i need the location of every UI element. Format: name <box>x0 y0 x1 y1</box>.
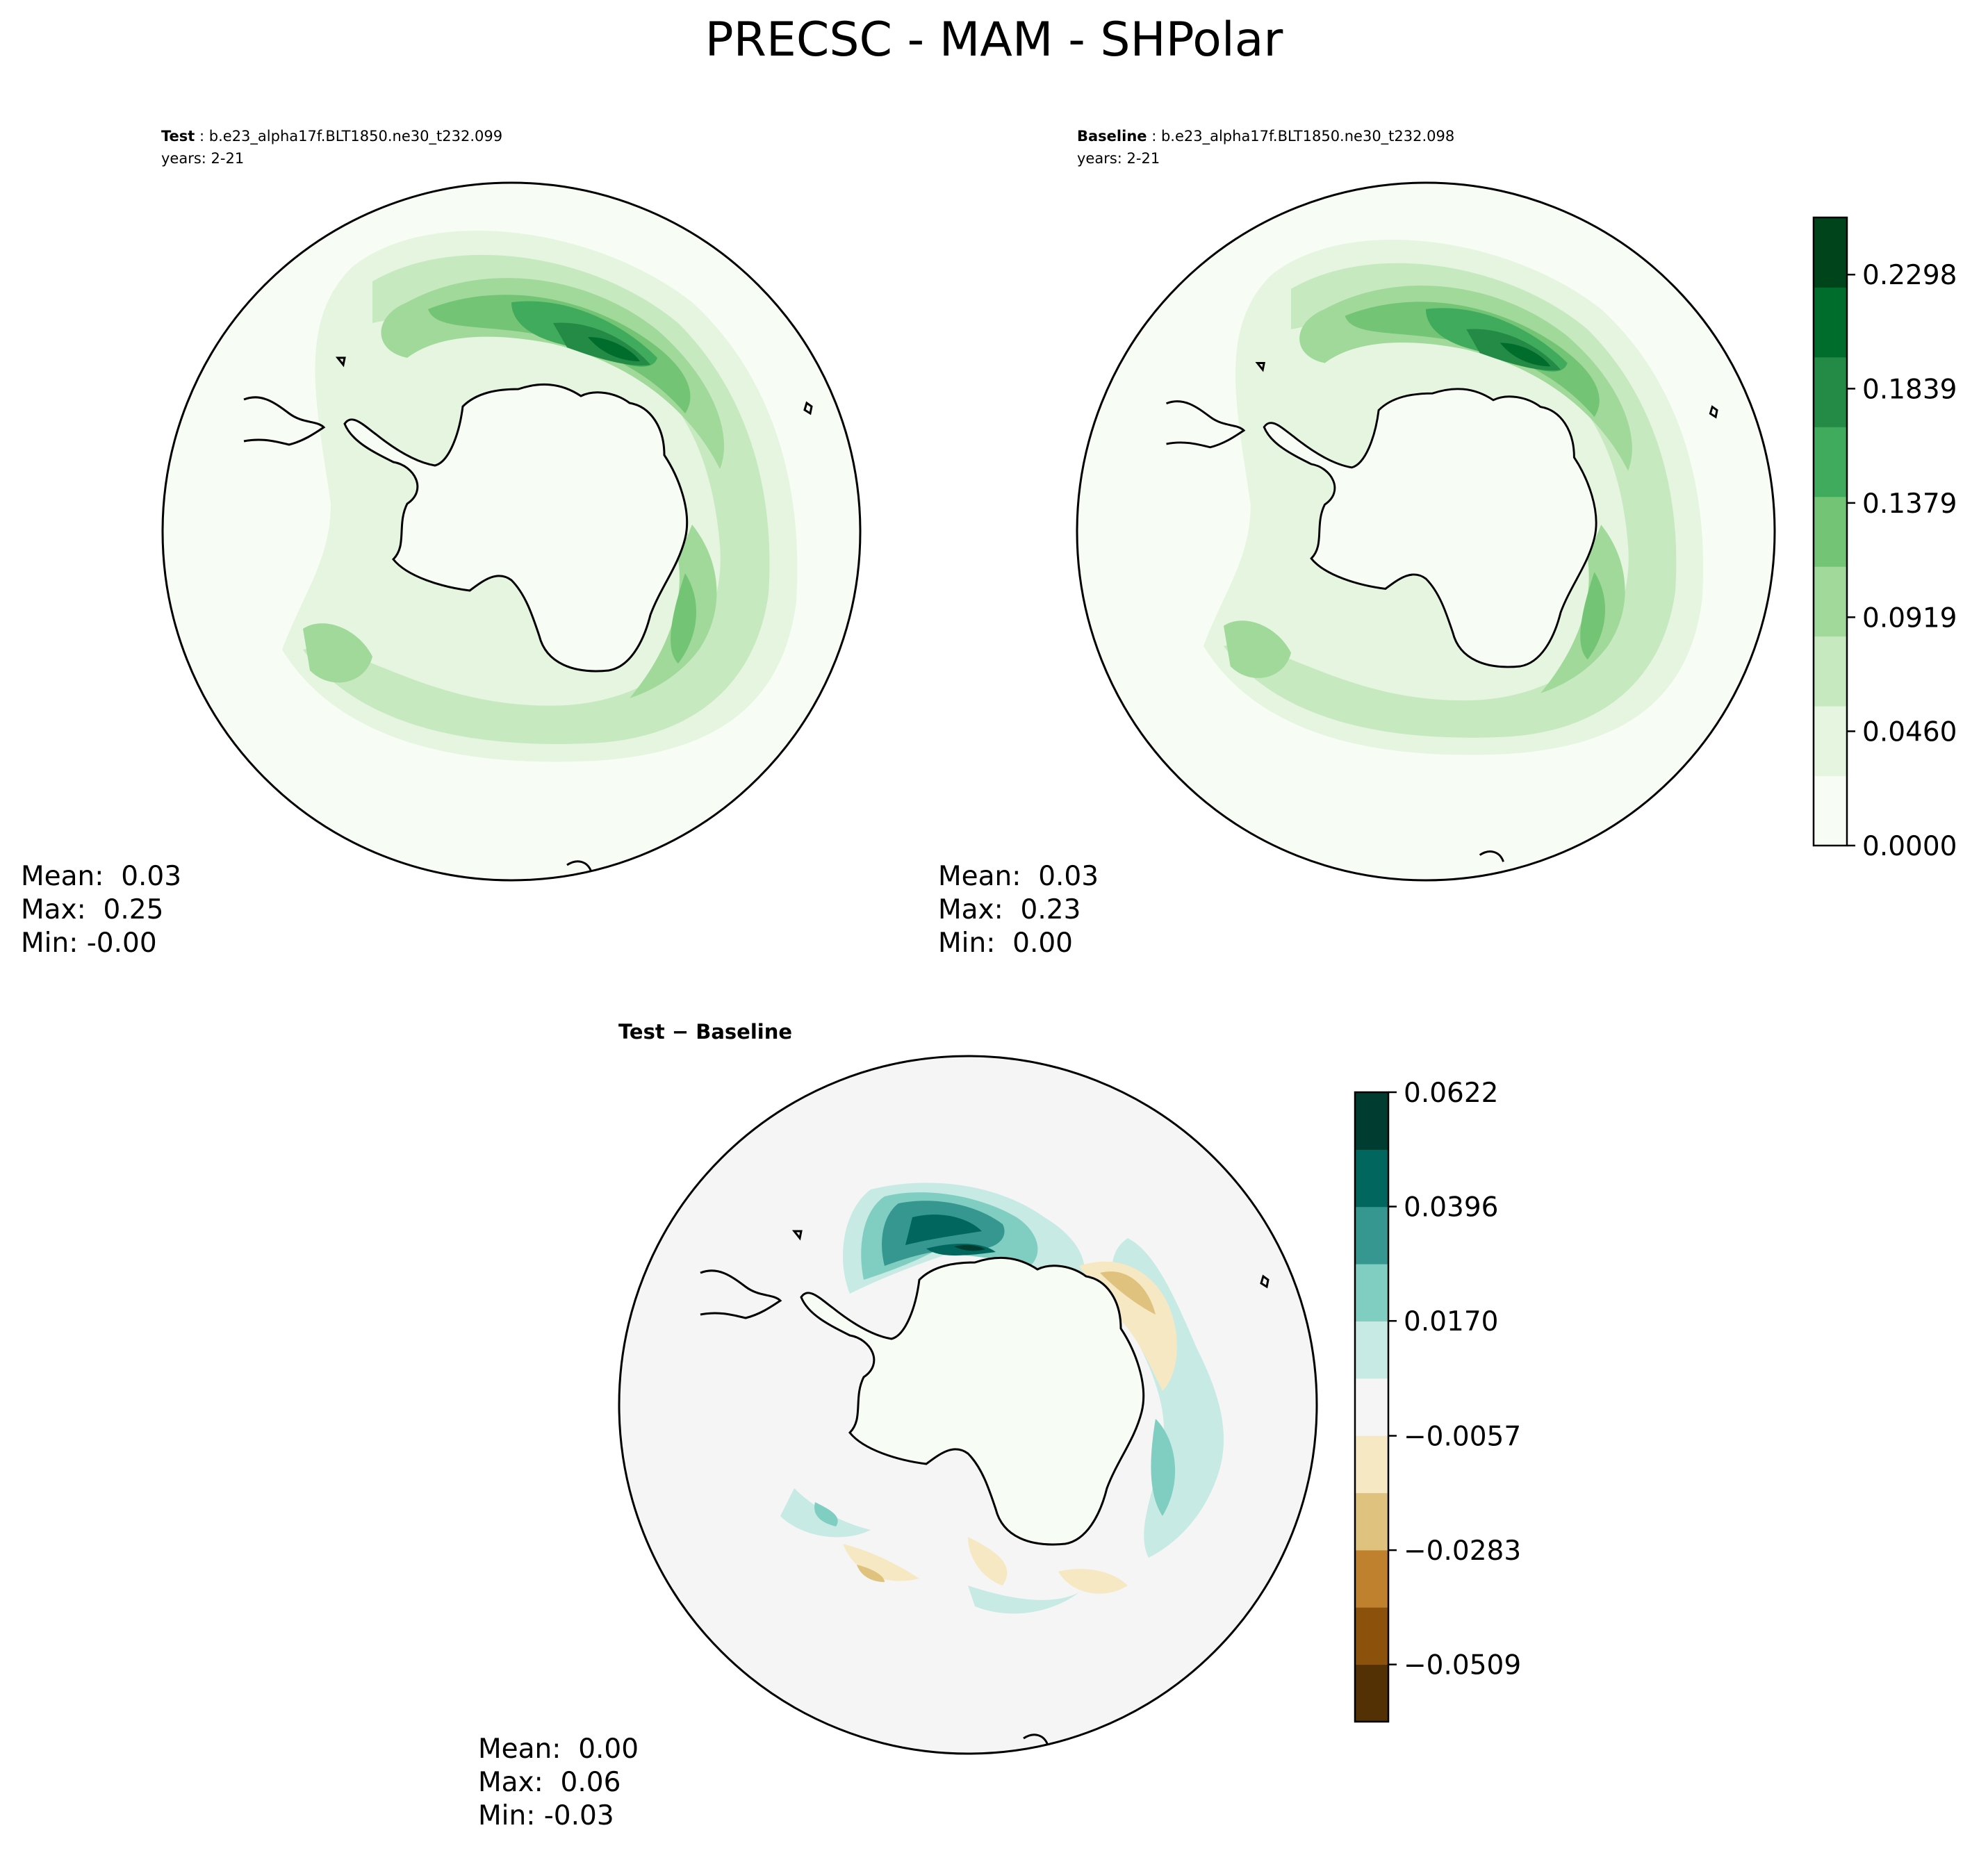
colorbar-diff-segment <box>1355 1435 1388 1494</box>
colorbar-test-baseline-segment <box>1814 217 1847 288</box>
colorbar-diff-tick-label: 0.0622 <box>1404 1078 1498 1109</box>
panel-diff-mean: Mean: 0.00 <box>478 1733 639 1765</box>
panel-baseline-stats: Mean: 0.03 Max: 0.23 Min: 0.00 <box>938 860 1099 960</box>
panel-baseline-years: years: 2-21 <box>1077 150 1160 167</box>
colorbar-test-baseline-tick-label: 0.1839 <box>1862 374 1957 405</box>
panel-baseline-subtitle: Baseline : b.e23_alpha17f.BLT1850.ne30_t… <box>1077 128 1455 167</box>
panel-diff-min: Min: -0.03 <box>478 1800 614 1831</box>
colorbar-diff-tick-label: 0.0396 <box>1404 1192 1498 1224</box>
panel-test-subtitle: Test : b.e23_alpha17f.BLT1850.ne30_t232.… <box>161 128 503 167</box>
colorbar-test-baseline-tick-label: 0.0919 <box>1862 602 1957 634</box>
panel-baseline-case: b.e23_alpha17f.BLT1850.ne30_t232.098 <box>1160 128 1455 145</box>
map-diff <box>551 988 1385 1822</box>
colorbar-diff-segment <box>1355 1092 1388 1150</box>
colorbar-diff-segment <box>1355 1492 1388 1551</box>
map-test-border <box>161 181 862 882</box>
figure-title: PRECSC - MAM - SHPolar <box>705 13 1283 67</box>
panel-test-min: Min: -0.00 <box>21 928 157 959</box>
colorbar-test-baseline-tick-label: 0.1379 <box>1862 488 1957 520</box>
colorbar-test-baseline-segment <box>1814 356 1847 427</box>
colorbar-test-baseline-segment <box>1814 287 1847 358</box>
panel-baseline-mean: Mean: 0.03 <box>938 861 1099 892</box>
panel-baseline-max: Max: 0.23 <box>938 894 1081 925</box>
panel-diff-max: Max: 0.06 <box>478 1767 621 1798</box>
colorbar-diff: 0.0622 0.0396 0.0170 −0.0057 −0.0283 −0.0509 <box>1354 1078 1521 1723</box>
colorbar-diff-segment <box>1355 1264 1388 1321</box>
colorbar-diff-segment <box>1355 1321 1388 1379</box>
colorbar-diff-segment <box>1355 1664 1388 1722</box>
map-baseline <box>1077 183 1775 880</box>
colorbar-diff-segment <box>1355 1378 1388 1436</box>
colorbar-diff-segment <box>1355 1206 1388 1265</box>
colorbar-diff-segment <box>1355 1549 1388 1608</box>
colorbar-diff-tick-label: −0.0057 <box>1404 1422 1521 1453</box>
panel-test-years: years: 2-21 <box>161 150 245 167</box>
colorbar-test-baseline-tick-label: 0.2298 <box>1862 260 1957 291</box>
colorbar-diff-tick-label: 0.0170 <box>1404 1306 1498 1337</box>
colorbar-diff-tick-label: −0.0283 <box>1404 1535 1521 1567</box>
colorbar-test-baseline: 0.0000 0.0460 0.0919 0.1379 0.1839 0.2298 <box>1812 216 1957 862</box>
panel-diff-title: Test − Baseline <box>618 1020 793 1044</box>
colorbar-diff-segment <box>1355 1149 1388 1208</box>
colorbar-test-baseline-segment <box>1814 706 1847 777</box>
colorbar-test-baseline-segment <box>1814 636 1847 707</box>
colorbar-test-baseline-tick-label: 0.0460 <box>1862 717 1957 748</box>
panel-diff-stats: Mean: 0.00 Max: 0.06 Min: -0.03 <box>478 1733 639 1833</box>
panel-baseline-min: Min: 0.00 <box>938 928 1073 959</box>
map-diff-border <box>618 1055 1318 1755</box>
colorbar-test-baseline-segment <box>1814 566 1847 637</box>
map-baseline-border <box>1076 181 1776 882</box>
panel-test-label: Test <box>161 128 195 145</box>
panel-test-stats: Mean: 0.03 Max: 0.25 Min: -0.00 <box>21 860 181 960</box>
colorbar-test-baseline-segment <box>1814 496 1847 567</box>
colorbar-test-baseline-tick-label: 0.0000 <box>1862 831 1957 862</box>
colorbar-test-baseline-border <box>1812 216 1848 847</box>
panel-test-case: b.e23_alpha17f.BLT1850.ne30_t232.099 <box>208 128 503 145</box>
panel-baseline-label: Baseline <box>1077 128 1147 145</box>
colorbar-test-baseline-segment <box>1814 427 1847 497</box>
colorbar-diff-border <box>1354 1091 1390 1723</box>
map-test <box>163 183 860 880</box>
panel-test-max: Max: 0.25 <box>21 894 164 925</box>
colorbar-test-baseline-segment <box>1814 775 1847 846</box>
panel-test-mean: Mean: 0.03 <box>21 861 182 892</box>
colorbar-diff-segment <box>1355 1607 1388 1665</box>
colorbar-diff-tick-label: −0.0509 <box>1404 1650 1521 1681</box>
